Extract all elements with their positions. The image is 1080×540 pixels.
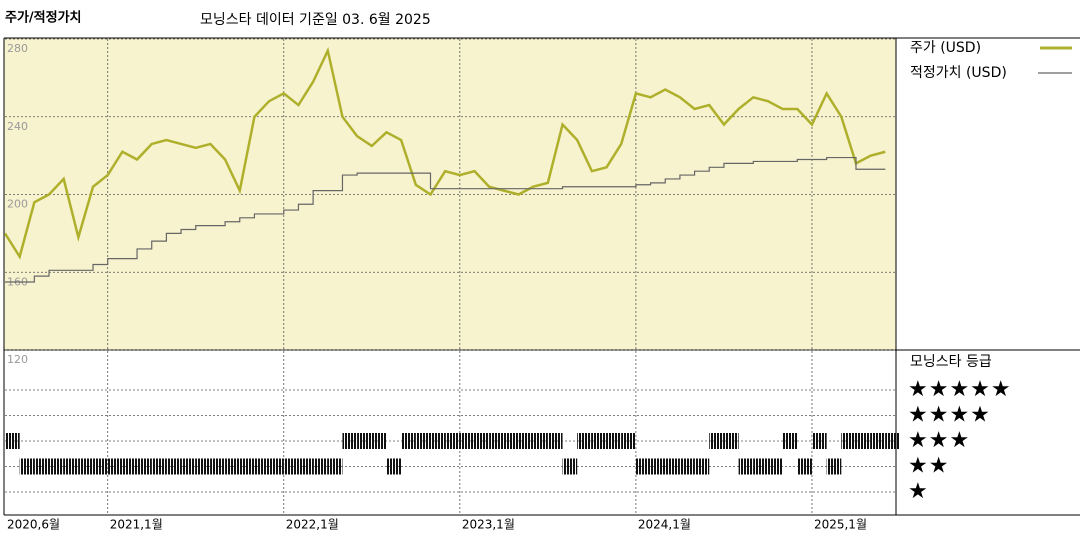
- legend-label: 주가 (USD): [910, 40, 981, 56]
- y-tick-label: 240: [7, 120, 28, 133]
- rating-bar: [635, 458, 651, 475]
- rating-bar: [342, 433, 358, 449]
- rating-bar: [371, 433, 387, 449]
- y-tick-label: 200: [7, 198, 28, 211]
- rating-bar: [93, 458, 108, 475]
- rating-bar: [606, 433, 622, 449]
- rating-title: 모닝스타 등급: [910, 354, 992, 370]
- rating-bar: [151, 458, 167, 475]
- rating-bar: [401, 433, 416, 449]
- rating-bar: [357, 433, 372, 449]
- x-tick-label: 2022,1월: [286, 518, 339, 532]
- rating-bar: [415, 433, 431, 449]
- rating-bar: [181, 458, 196, 475]
- rating-bar: [430, 433, 446, 449]
- rating-bar: [210, 458, 226, 475]
- rating-bar: [63, 458, 79, 475]
- rating-bar: [34, 458, 50, 475]
- y-tick-label: 120: [7, 353, 28, 366]
- rating-bar: [694, 458, 710, 475]
- rating-bar: [489, 433, 504, 449]
- series-line: [5, 156, 886, 283]
- plot-background: [4, 38, 896, 350]
- rating-bar: [283, 458, 299, 475]
- rating-bar: [459, 433, 475, 449]
- rating-bar: [577, 433, 592, 449]
- x-tick-label: 2025,1월: [814, 518, 867, 532]
- rating-bar: [650, 458, 666, 475]
- rating-bar: [137, 458, 152, 475]
- rating-bar: [122, 458, 138, 475]
- rating-bar: [547, 433, 563, 449]
- rating-bar: [723, 433, 739, 449]
- rating-bar: [562, 458, 578, 475]
- rating-bar: [386, 458, 402, 475]
- rating-bar: [445, 433, 460, 449]
- rating-bar: [797, 458, 812, 475]
- rating-bar: [782, 433, 798, 449]
- chart-title: 주가/적정가치: [5, 10, 82, 26]
- rating-bar: [591, 433, 607, 449]
- chart-subtitle: 모닝스타 데이터 기준일 03. 6월 2025: [200, 12, 431, 28]
- legend-label: 적정가치 (USD): [910, 65, 1007, 81]
- x-tick-label: 2024,1월: [638, 518, 691, 532]
- rating-bar: [885, 433, 900, 449]
- rating-bar: [269, 458, 284, 475]
- rating-bar: [679, 458, 695, 475]
- rating-bar: [5, 433, 20, 449]
- rating-bar: [474, 433, 490, 449]
- y-tick-label: 280: [7, 42, 28, 55]
- rating-bar: [518, 433, 534, 449]
- rating-bar: [621, 433, 636, 449]
- rating-bar: [665, 458, 680, 475]
- rating-bar: [533, 433, 548, 449]
- rating-bar: [826, 458, 842, 475]
- rating-bar: [195, 458, 211, 475]
- rating-bar: [327, 458, 343, 475]
- rating-bar: [19, 458, 35, 475]
- rating-bar: [298, 458, 314, 475]
- rating-legend-label: ★: [908, 479, 929, 504]
- rating-bar: [166, 458, 182, 475]
- rating-bar: [870, 433, 886, 449]
- rating-bar: [767, 458, 783, 475]
- rating-legend-label: ★★★★★: [908, 377, 1012, 402]
- series-line: [3, 46, 886, 260]
- rating-bar: [49, 458, 64, 475]
- rating-bar: [225, 458, 240, 475]
- rating-legend-label: ★★: [908, 454, 949, 479]
- rating-bar: [239, 458, 255, 475]
- rating-bar: [855, 433, 871, 449]
- rating-bar: [709, 433, 724, 449]
- rating-bar: [78, 458, 94, 475]
- rating-bar: [254, 458, 270, 475]
- rating-bar: [503, 433, 519, 449]
- rating-bar: [107, 458, 123, 475]
- rating-bar: [841, 433, 856, 449]
- rating-legend-label: ★★★: [908, 428, 970, 453]
- rating-legend-label: ★★★★: [908, 403, 991, 428]
- x-tick-label: 2020,6월: [7, 518, 60, 532]
- x-tick-label: 2023,1월: [462, 518, 515, 532]
- x-tick-label: 2021,1월: [110, 518, 163, 532]
- rating-bar: [738, 458, 754, 475]
- rating-bar: [313, 458, 328, 475]
- rating-bar: [811, 433, 827, 449]
- rating-bar: [753, 458, 768, 475]
